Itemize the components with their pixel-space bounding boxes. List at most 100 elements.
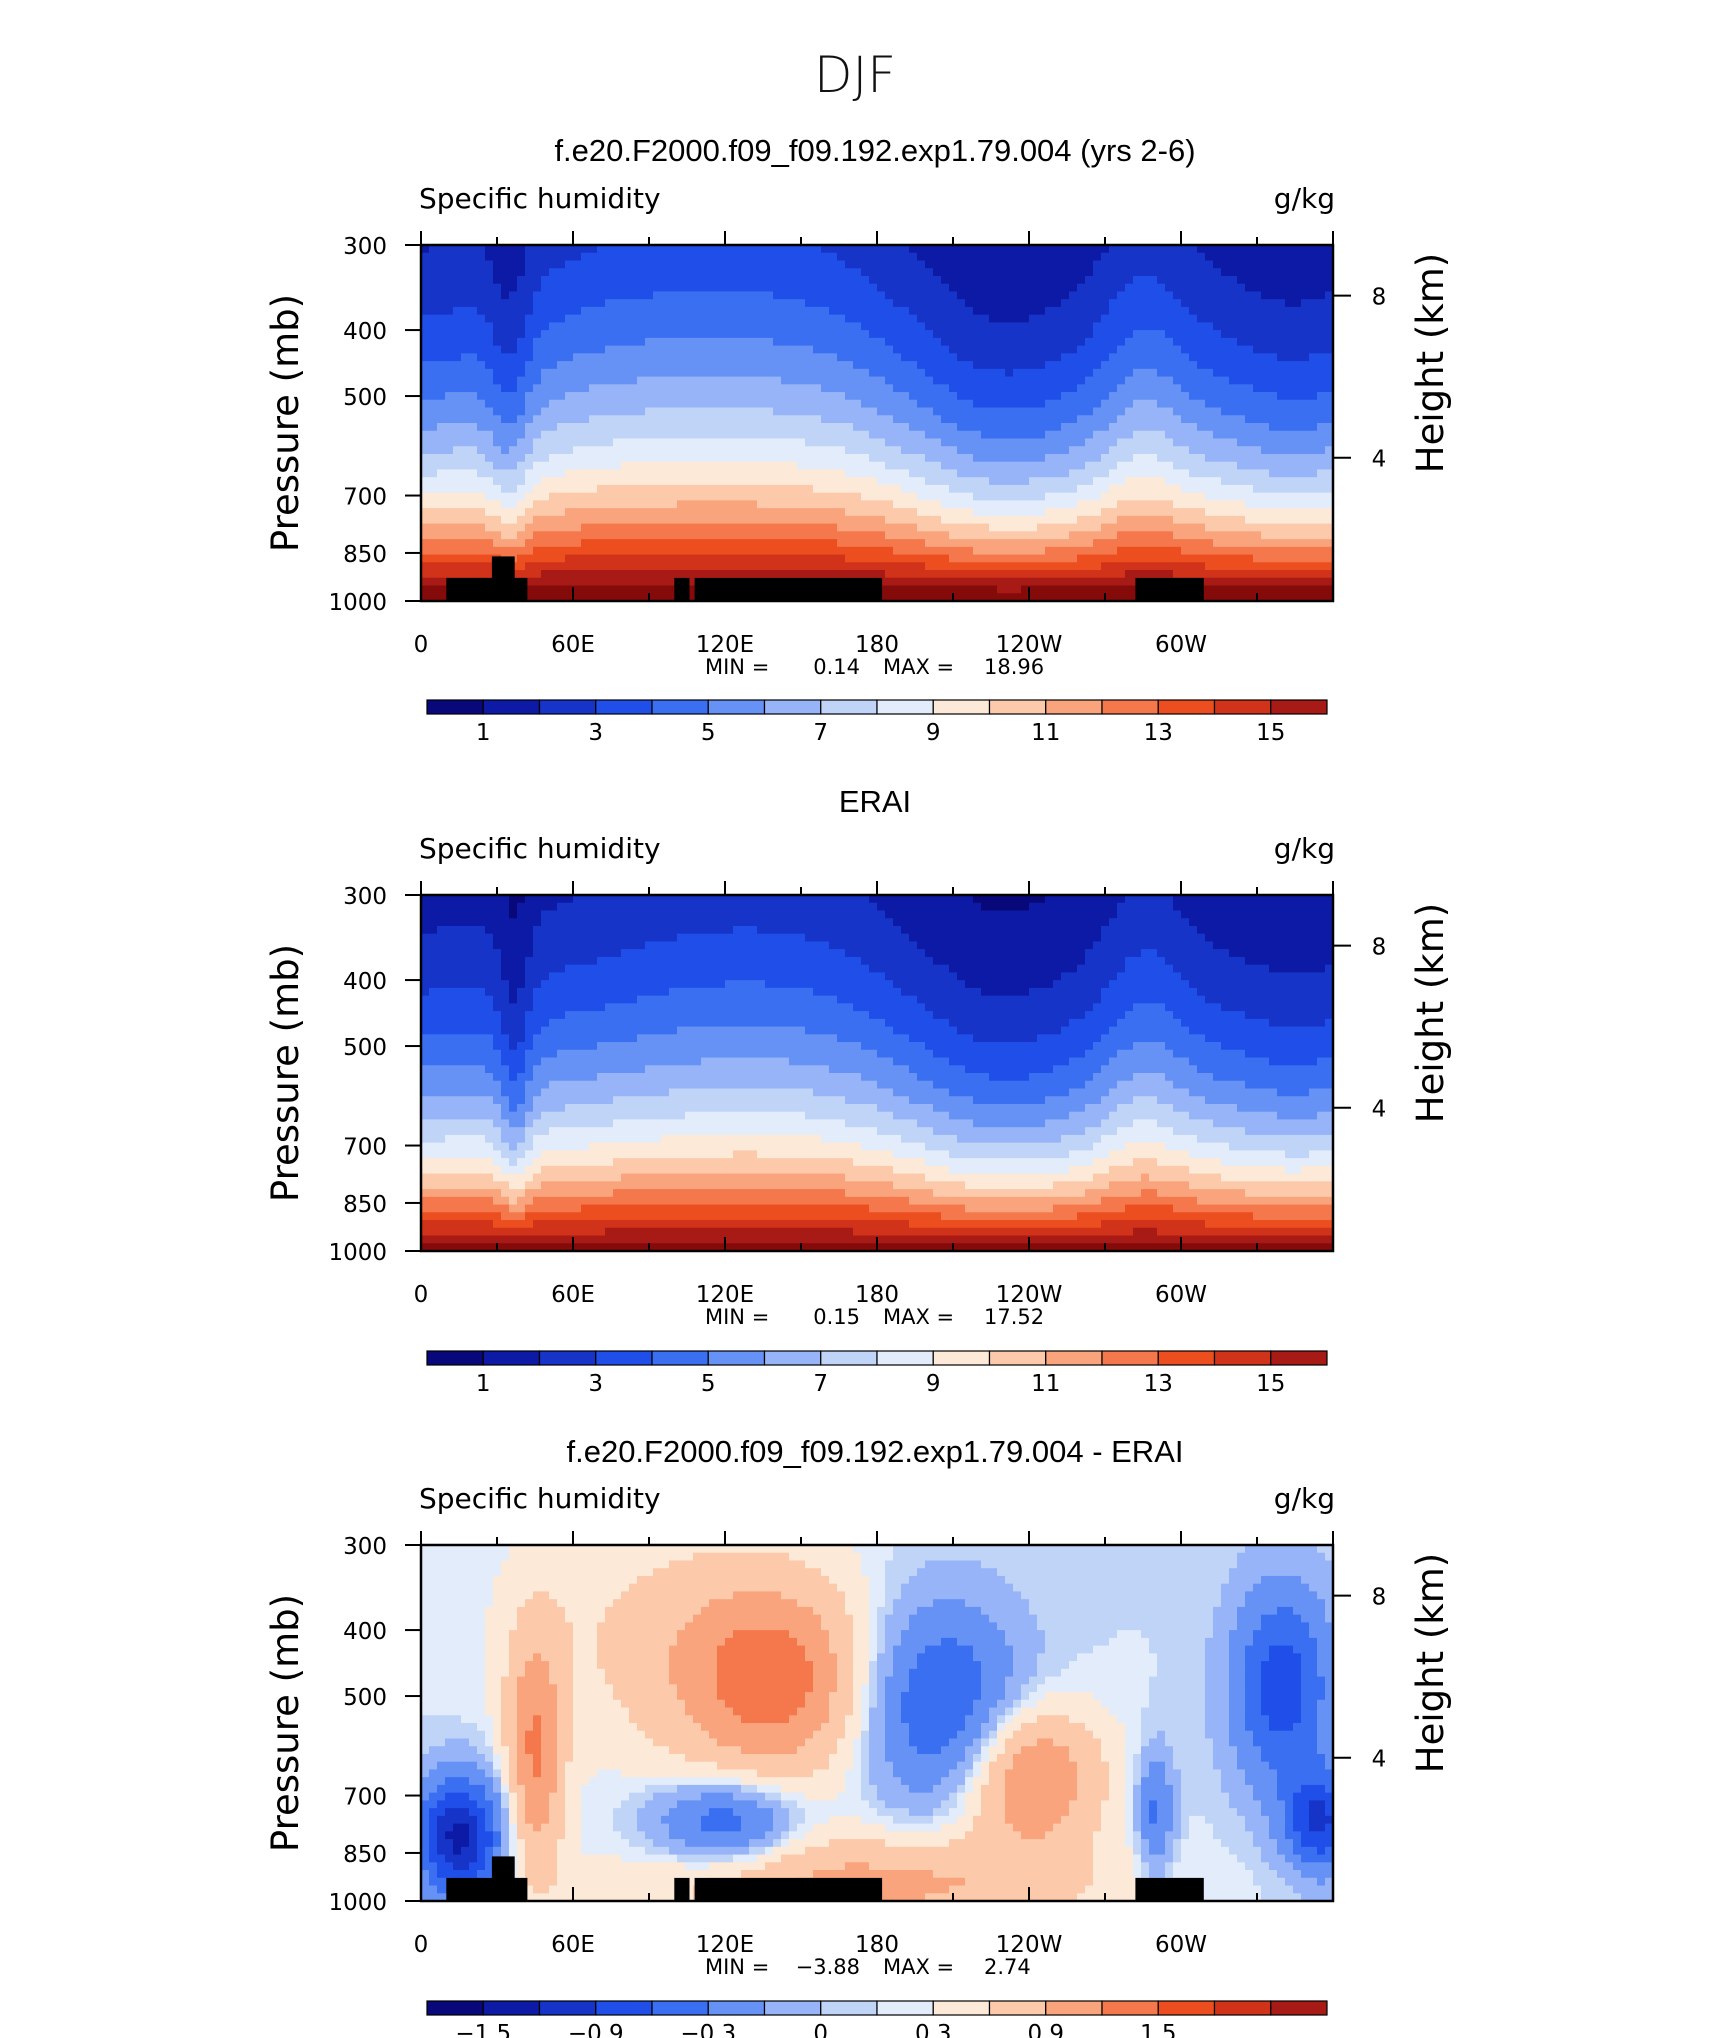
field-cell bbox=[765, 523, 774, 532]
field-cell bbox=[733, 306, 742, 316]
field-cell bbox=[965, 430, 974, 440]
field-cell bbox=[461, 368, 470, 378]
field-cell bbox=[773, 314, 782, 323]
field-cell bbox=[845, 523, 854, 532]
field-cell bbox=[1213, 477, 1222, 486]
field-cell bbox=[629, 531, 638, 540]
field-cell bbox=[621, 345, 630, 354]
field-cell bbox=[429, 399, 438, 409]
field-cell bbox=[949, 438, 958, 447]
field-cell bbox=[621, 461, 630, 471]
field-cell bbox=[501, 353, 510, 362]
field-cell bbox=[421, 245, 430, 254]
field-cell bbox=[429, 577, 438, 587]
field-cell bbox=[1053, 577, 1062, 587]
field-cell bbox=[613, 515, 622, 525]
field-cell bbox=[877, 461, 886, 471]
field-cell bbox=[613, 314, 622, 323]
field-cell bbox=[773, 268, 782, 277]
field-cell bbox=[1245, 268, 1254, 277]
field-cell bbox=[989, 252, 998, 262]
field-cell bbox=[1165, 531, 1174, 540]
field-cell bbox=[869, 283, 878, 293]
field-cell bbox=[997, 353, 1006, 362]
field-cell bbox=[901, 306, 910, 316]
field-cell bbox=[477, 306, 486, 316]
field-cell bbox=[1005, 252, 1014, 262]
field-cell bbox=[557, 446, 566, 455]
field-cell bbox=[837, 283, 846, 293]
field-cell bbox=[685, 306, 694, 316]
field-cell bbox=[661, 438, 670, 447]
field-cell bbox=[1181, 275, 1190, 285]
field-cell bbox=[421, 376, 430, 385]
field-cell bbox=[845, 492, 854, 501]
field-cell bbox=[645, 283, 654, 293]
field-cell bbox=[1117, 330, 1126, 339]
field-cell bbox=[965, 330, 974, 339]
field-cell bbox=[885, 268, 894, 277]
field-cell bbox=[1181, 438, 1190, 447]
field-cell bbox=[1261, 546, 1270, 556]
field-cell bbox=[509, 252, 518, 262]
field-cell bbox=[949, 515, 958, 525]
field-cell bbox=[1013, 245, 1022, 254]
field-cell bbox=[981, 446, 990, 455]
field-cell bbox=[637, 376, 646, 385]
field-cell bbox=[1109, 314, 1118, 323]
field-cell bbox=[565, 337, 574, 347]
field-cell bbox=[917, 562, 926, 571]
field-cell bbox=[1101, 415, 1110, 424]
field-cell bbox=[685, 531, 694, 540]
field-cell bbox=[877, 438, 886, 447]
field-cell bbox=[877, 322, 886, 331]
field-cell bbox=[797, 322, 806, 331]
field-cell bbox=[957, 407, 966, 416]
field-cell bbox=[485, 283, 494, 293]
field-cell bbox=[837, 361, 846, 370]
field-cell bbox=[925, 407, 934, 416]
field-cell bbox=[701, 438, 710, 447]
field-cell bbox=[1157, 461, 1166, 471]
field-cell bbox=[645, 554, 654, 563]
field-cell bbox=[773, 345, 782, 354]
field-cell bbox=[717, 314, 726, 323]
field-cell bbox=[501, 392, 510, 401]
field-cell bbox=[1205, 562, 1214, 571]
field-cell bbox=[637, 415, 646, 424]
field-cell bbox=[797, 376, 806, 385]
field-cell bbox=[949, 570, 958, 579]
field-cell bbox=[1117, 392, 1126, 401]
field-cell bbox=[1133, 546, 1142, 556]
field-cell bbox=[533, 337, 542, 347]
field-cell bbox=[1093, 384, 1102, 393]
field-cell bbox=[853, 492, 862, 501]
field-cell bbox=[445, 531, 454, 540]
field-cell bbox=[557, 353, 566, 362]
field-cell bbox=[1037, 384, 1046, 393]
field-cell bbox=[813, 368, 822, 378]
field-cell bbox=[1117, 268, 1126, 277]
field-cell bbox=[1189, 515, 1198, 525]
field-cell bbox=[1045, 415, 1054, 424]
field-cell bbox=[877, 515, 886, 525]
field-cell bbox=[453, 291, 462, 300]
field-cell bbox=[901, 461, 910, 471]
field-cell bbox=[1157, 368, 1166, 378]
field-cell bbox=[437, 469, 446, 478]
field-cell bbox=[909, 345, 918, 354]
field-cell bbox=[1085, 415, 1094, 424]
field-cell bbox=[669, 368, 678, 378]
field-cell bbox=[565, 430, 574, 440]
field-cell bbox=[933, 330, 942, 339]
field-cell bbox=[469, 260, 478, 269]
field-cell bbox=[445, 337, 454, 347]
field-cell bbox=[973, 484, 982, 494]
field-cell bbox=[645, 546, 654, 556]
field-cell bbox=[1277, 306, 1286, 316]
field-cell bbox=[901, 546, 910, 556]
field-cell bbox=[901, 562, 910, 571]
field-cell bbox=[749, 523, 758, 532]
field-cell bbox=[1253, 469, 1262, 478]
field-cell bbox=[869, 361, 878, 370]
